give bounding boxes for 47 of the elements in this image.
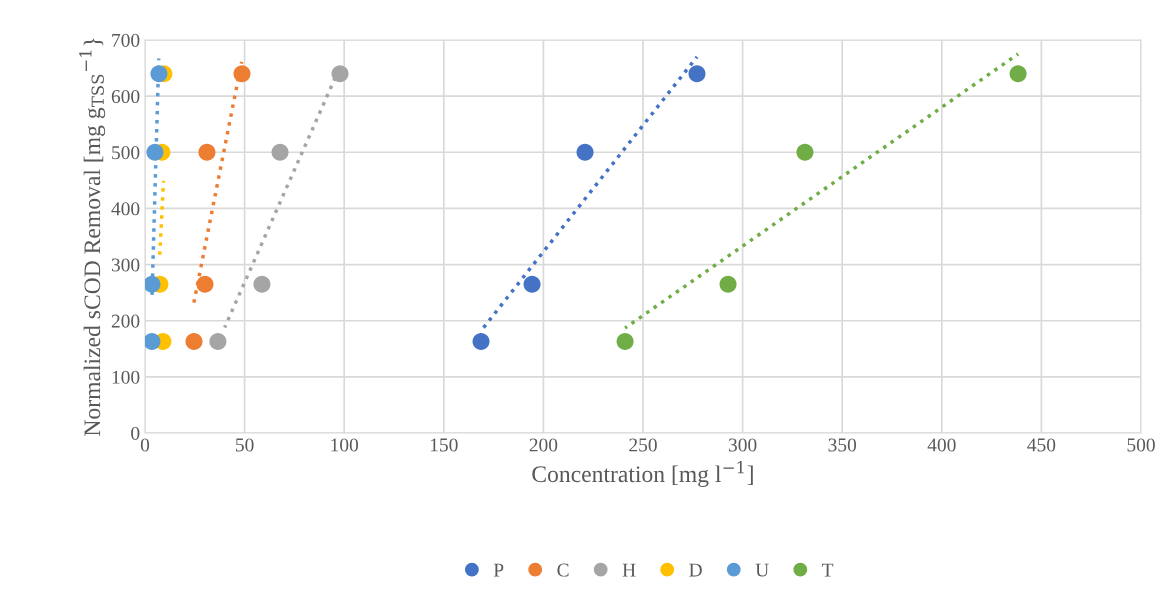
point [576, 143, 594, 161]
x-tick-label: 350 [828, 438, 857, 452]
x-tick-label: 450 [1027, 438, 1056, 452]
y-tick-label: 200 [111, 314, 140, 328]
x-tick-label: 0 [140, 438, 150, 452]
x-tick-label: 50 [236, 438, 254, 452]
point [145, 332, 161, 350]
point [523, 275, 541, 293]
point [1009, 65, 1027, 83]
y-axis-title: Normalized sCOD Removal [mg g$_{TSS}$$^{−1}$} [79, 38, 106, 436]
point [796, 143, 814, 161]
x-tick-label: 200 [529, 438, 558, 452]
point [472, 332, 490, 350]
legend-label: P [493, 563, 504, 577]
y-tick-label: 700 [112, 33, 140, 47]
point [209, 332, 227, 350]
point [150, 65, 168, 83]
y-tick-label: 300 [111, 258, 140, 272]
x-tick-label: 100 [331, 438, 359, 452]
point [253, 275, 271, 293]
point [719, 275, 737, 293]
point [146, 143, 164, 161]
legend-label: D [689, 563, 702, 577]
point [688, 65, 706, 83]
legend-label: T [822, 563, 834, 577]
y-tick-label: 100 [112, 370, 140, 384]
legend-label: U [755, 563, 769, 577]
x-tick-label: 150 [430, 438, 458, 452]
point [233, 65, 251, 83]
point [271, 143, 289, 161]
y-tick-label: 400 [111, 202, 140, 216]
y-tick-label: 500 [112, 146, 140, 160]
x-tick-label: 250 [629, 438, 657, 452]
x-tick-label: 400 [927, 438, 956, 452]
point [331, 65, 349, 83]
y-tick-label: 600 [111, 89, 140, 104]
x-tick-label: 300 [728, 438, 757, 452]
point [196, 275, 214, 293]
x-tick-label: 500 [1127, 438, 1155, 452]
x-axis-title: Concentration [mg l$^{−1}$] [532, 461, 753, 487]
point [616, 332, 634, 350]
legend-label: C [557, 563, 569, 577]
point [198, 143, 216, 161]
y-tick-label: 0 [131, 426, 140, 440]
point [185, 332, 203, 350]
legend-label: H [622, 563, 636, 577]
point [145, 275, 161, 293]
